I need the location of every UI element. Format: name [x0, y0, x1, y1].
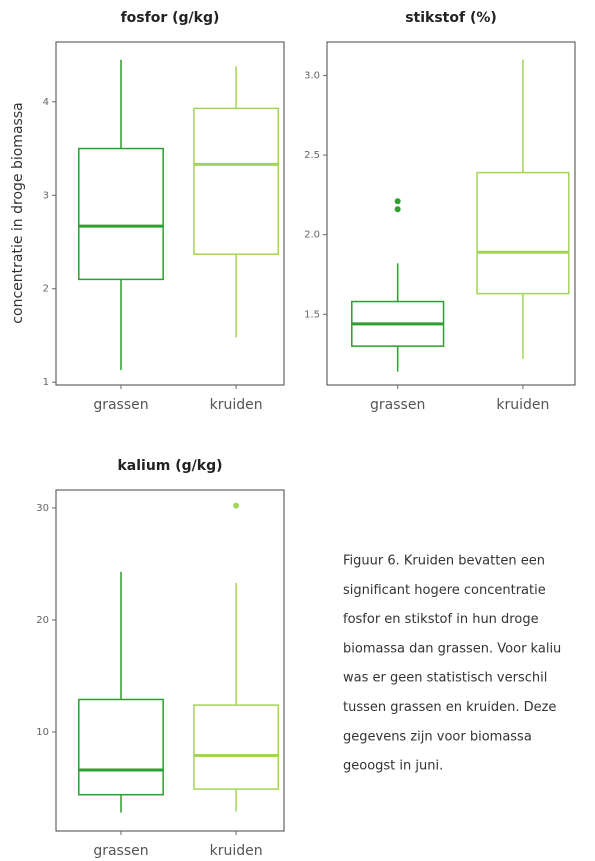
outlier	[394, 198, 401, 205]
y-tick-label: 4	[43, 97, 49, 108]
y-axis-label: concentratie in droge biomassa	[10, 102, 26, 323]
box	[78, 147, 164, 281]
caption-line: fosfor en stikstof in hun droge	[343, 612, 539, 627]
y-tick-label: 2.5	[304, 150, 320, 161]
y-tick-label: 10	[36, 727, 49, 738]
x-tick-label: kruiden	[210, 843, 263, 859]
box	[476, 171, 570, 295]
x-tick-label: grassen	[93, 397, 148, 413]
plot-frame	[55, 41, 285, 386]
y-tick-label: 3	[43, 190, 49, 201]
y-tick-label: 1	[43, 377, 49, 388]
y-tick-label: 30	[36, 503, 49, 514]
outlier	[233, 502, 240, 509]
caption-line: Figuur 6. Kruiden bevatten een	[343, 554, 545, 569]
chart-title: kalium (g/kg)	[117, 458, 222, 474]
chart-title: fosfor (g/kg)	[121, 10, 220, 26]
box	[193, 107, 280, 255]
x-tick-label: grassen	[370, 397, 425, 413]
y-tick-label: 1.5	[304, 309, 320, 320]
caption-line: gegevens zijn voor biomassa	[343, 729, 532, 744]
x-tick-label: kruiden	[496, 397, 549, 413]
plot-frame	[326, 41, 576, 386]
chart-title: stikstof (%)	[405, 10, 497, 26]
box	[193, 704, 280, 790]
caption-line: was er geen statistisch verschil	[343, 671, 547, 686]
x-tick-label: grassen	[93, 843, 148, 859]
x-tick-label: kruiden	[210, 397, 263, 413]
caption-line: biomassa dan grassen. Voor kaliu	[343, 641, 561, 656]
y-tick-label: 20	[36, 615, 49, 626]
outlier	[394, 206, 401, 213]
caption-line: geoogst in juni.	[343, 759, 443, 774]
y-tick-label: 3.0	[304, 70, 320, 81]
y-tick-label: 2	[43, 284, 49, 295]
plot-frame	[55, 489, 285, 832]
box	[78, 698, 164, 796]
y-tick-label: 2.0	[304, 230, 320, 241]
caption-line: tussen grassen en kruiden. Deze	[343, 700, 556, 715]
caption-line: significant hogere concentratie	[343, 583, 546, 598]
